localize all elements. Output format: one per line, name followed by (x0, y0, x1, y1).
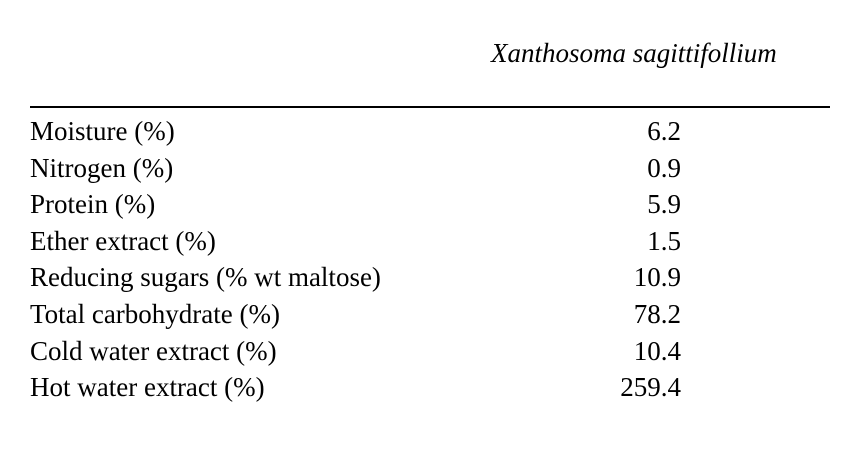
row-label: Moisture (%) (30, 116, 175, 146)
row-label: Reducing sugars (% wt maltose) (30, 262, 381, 293)
row-label: Total carbohydrate (%) (30, 298, 280, 329)
row-value: 10.9 (633, 262, 681, 293)
table-row-hot-water-extract: Hot water extract (%) 259.4 (30, 369, 830, 406)
row-value: 10.4 (633, 335, 681, 366)
table-row-total-carbohydrate: Total carbohydrate (%) 78.2 (30, 296, 830, 333)
table-row-reducing-sugars: Reducing sugars (% wt maltose) 10.9 (30, 259, 830, 296)
table-row-moisture: Moisture (%) 6.2 (30, 113, 830, 150)
row-value: 78.2 (633, 298, 681, 329)
row-label: Cold water extract (%) (30, 335, 277, 366)
table-body: Moisture (%) 6.2 Nitrogen (%) 0.9 Protei… (30, 113, 830, 406)
row-value: 6.2 (647, 116, 681, 146)
header-rule (30, 106, 830, 108)
table-row-cold-water-extract: Cold water extract (%) 10.4 (30, 333, 830, 370)
row-label: Nitrogen (%) (30, 152, 174, 183)
row-value: 5.9 (647, 189, 681, 220)
row-label: Protein (%) (30, 189, 156, 220)
row-label: Hot water extract (%) (30, 372, 265, 403)
table-row-protein: Protein (%) 5.9 (30, 186, 830, 223)
table-row-nitrogen: Nitrogen (%) 0.9 (30, 150, 830, 187)
row-label: Ether extract (%) (30, 225, 216, 256)
row-value: 259.4 (620, 372, 681, 403)
row-value: 1.5 (647, 225, 681, 256)
column-header-species: Xanthosoma sagittifollium (491, 38, 777, 68)
row-value: 0.9 (647, 152, 681, 183)
table-row-ether-extract: Ether extract (%) 1.5 (30, 223, 830, 260)
